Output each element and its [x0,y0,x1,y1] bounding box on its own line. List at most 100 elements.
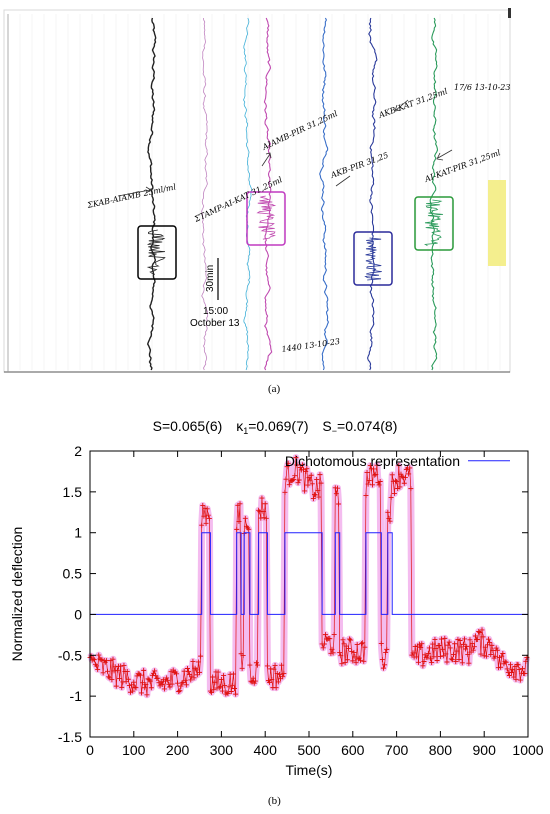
signal-point [383,649,389,655]
signal-point [394,478,400,484]
signal-point [260,508,266,514]
signal-point [520,666,526,672]
trace-cyan [243,17,253,371]
signal-point [161,686,167,692]
signal-point [407,465,413,471]
signal-point [193,667,199,673]
signal-point [211,687,217,693]
signal-point [221,673,227,679]
signal-point [345,646,351,652]
signal-point [290,477,296,483]
signal-point [240,652,246,658]
signal-point [259,495,265,501]
signal-point [119,684,125,690]
signal-point [401,480,407,486]
signal-point [416,659,421,665]
signal-point [463,646,469,652]
signal-point [509,670,515,675]
signal-point [183,682,189,688]
signal-point [445,642,451,648]
x-tick-label: 100 [122,742,146,758]
signal-point [396,463,402,469]
x-tick-label: 0 [86,742,94,758]
signal-point [169,681,175,687]
x-tick-label: 1000 [512,742,543,758]
signal-point [360,640,366,646]
signal-point [359,641,365,647]
signal-point [309,481,315,487]
signal-point [159,682,165,688]
signal-point [389,472,395,478]
signal-point [431,654,437,660]
signal-point [500,651,506,657]
signal-point [136,671,142,677]
signal-point [459,660,465,666]
signal-point [393,478,399,484]
signal-point [412,644,418,650]
box-black-trace [137,225,177,280]
signal-point [487,639,493,645]
signal-point [110,656,116,662]
signal-point [286,482,292,488]
signal-point [145,676,151,682]
signal-point [410,650,416,656]
signal-point [178,683,184,689]
signal-point [350,658,356,664]
signal-point [250,675,256,681]
signal-point [114,667,120,673]
signal-point [293,455,299,461]
signal-point [446,639,452,645]
signal-point [88,653,94,659]
signal-point [377,479,383,485]
s-minus-subscript: − [332,426,337,436]
signal-point [437,653,443,659]
recorder-traces [146,17,444,371]
signal-point [143,681,149,687]
signal-point [203,520,209,526]
signal-point [366,477,372,483]
y-tick-label: -1.5 [58,729,82,745]
signal-point [320,645,326,651]
signal-point [378,640,384,646]
signal-point [190,658,196,664]
signal-point [351,650,357,656]
signal-point [280,674,286,680]
signal-point [163,678,169,684]
signal-point [457,638,463,644]
signal-point [522,670,528,676]
signal-point [386,516,392,522]
signal-point [97,656,103,662]
signal-point [517,677,523,683]
signal-point [112,664,118,670]
signal-point [202,505,208,511]
signal-point [436,642,442,648]
signal-point [264,663,270,669]
signal-point [348,637,354,643]
signal-point [454,648,460,654]
signal-point [191,675,197,681]
signal-point [458,644,464,650]
x-tick-label: 900 [473,742,497,758]
box-green-trace [414,196,454,251]
signal-point [367,462,373,468]
trace-black [146,17,157,371]
y-tick-label: -1 [70,688,83,704]
signal-point [438,636,444,642]
signal-point [417,641,423,647]
signal-point [216,685,222,691]
signal-point [338,653,344,659]
signal-point [499,653,505,659]
signal-point [371,466,377,472]
signal-point [413,654,419,660]
signal-point [303,468,309,474]
trace-burst-4 [424,199,444,246]
signal-point [469,640,475,646]
signal-point [470,647,476,653]
signal-point [184,666,190,672]
y-tick-label: -0.5 [58,647,82,663]
signal-point [342,660,348,666]
signal-point [215,669,221,675]
signal-point [316,494,322,500]
signal-point [373,471,379,477]
annotation-7: 17/6 13-10-23 [454,83,510,92]
